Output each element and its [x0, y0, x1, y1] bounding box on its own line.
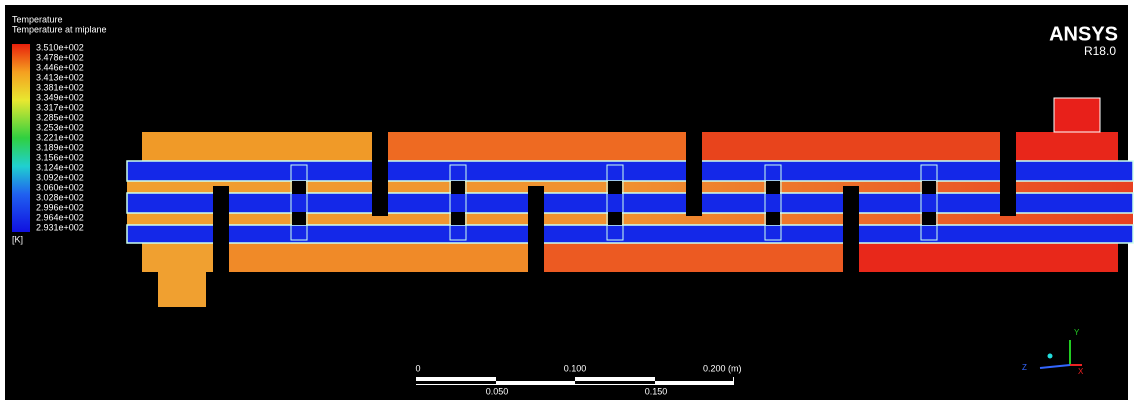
legend-label: 3.124e+002	[36, 162, 84, 172]
legend-label: 3.189e+002	[36, 142, 84, 152]
support-block	[922, 212, 936, 225]
shell	[386, 132, 686, 162]
support-block	[451, 212, 465, 225]
scale-label: 0.050	[486, 386, 509, 396]
shell-gap	[127, 181, 1133, 194]
legend-label: 3.285e+002	[36, 112, 84, 122]
tube	[127, 161, 1133, 181]
shell	[702, 132, 1000, 162]
nozzle	[1054, 98, 1100, 132]
triad-label: Z	[1022, 363, 1027, 372]
scale-segment	[496, 377, 575, 381]
triad-label: X	[1078, 367, 1084, 376]
baffle	[843, 186, 859, 272]
shell	[858, 243, 1118, 272]
legend-subtitle: Temperature at miplane	[12, 24, 107, 34]
legend-label: 2.996e+002	[36, 202, 84, 212]
support-block	[292, 181, 306, 194]
baffle	[213, 186, 229, 272]
baffle	[372, 132, 388, 216]
legend-title: Temperature	[12, 14, 63, 24]
shell	[142, 243, 213, 272]
legend-label: 3.221e+002	[36, 132, 84, 142]
logo-brand: ANSYS	[1049, 23, 1118, 45]
legend-unit: [K]	[12, 234, 23, 244]
baffle	[686, 132, 702, 216]
legend-label: 3.381e+002	[36, 82, 84, 92]
support-block	[608, 212, 622, 225]
legend-label: 3.156e+002	[36, 152, 84, 162]
legend-label: 3.028e+002	[36, 192, 84, 202]
legend-label: 3.349e+002	[36, 92, 84, 102]
support-block	[922, 181, 936, 194]
shell-gap	[127, 212, 1133, 225]
support-block	[766, 181, 780, 194]
scale-segment	[416, 381, 496, 384]
scale-label: 0.200 (m)	[703, 363, 742, 373]
nozzle	[158, 272, 206, 307]
scale-label: 0.100	[564, 363, 587, 373]
scale-segment	[655, 377, 733, 381]
legend-label: 3.478e+002	[36, 52, 84, 62]
legend-label: 2.964e+002	[36, 212, 84, 222]
shell	[142, 132, 372, 162]
support-block	[292, 212, 306, 225]
tube	[127, 225, 1133, 243]
support-block	[766, 212, 780, 225]
support-block	[608, 181, 622, 194]
shell	[229, 243, 528, 272]
legend-label: 3.317e+002	[36, 102, 84, 112]
legend-label: 3.092e+002	[36, 172, 84, 182]
support-block	[451, 181, 465, 194]
tube	[127, 193, 1133, 213]
legend-label: 3.510e+002	[36, 42, 84, 52]
shell	[543, 243, 843, 272]
scale-label: 0.150	[645, 386, 668, 396]
legend-label: 3.253e+002	[36, 122, 84, 132]
legend-label: 3.060e+002	[36, 182, 84, 192]
legend-label: 2.931e+002	[36, 222, 84, 232]
scale-segment	[575, 381, 655, 384]
legend-label: 3.446e+002	[36, 62, 84, 72]
color-bar	[12, 44, 30, 232]
triad-label: Y	[1074, 328, 1080, 337]
screenshot: Temperature Temperature at miplane 3.510…	[0, 0, 1134, 407]
baffle	[1000, 132, 1016, 216]
baffle	[528, 186, 544, 272]
triad-dot	[1048, 354, 1053, 359]
logo-version: R18.0	[1084, 44, 1116, 58]
legend-label: 3.413e+002	[36, 72, 84, 82]
scale-label: 0	[415, 363, 420, 373]
